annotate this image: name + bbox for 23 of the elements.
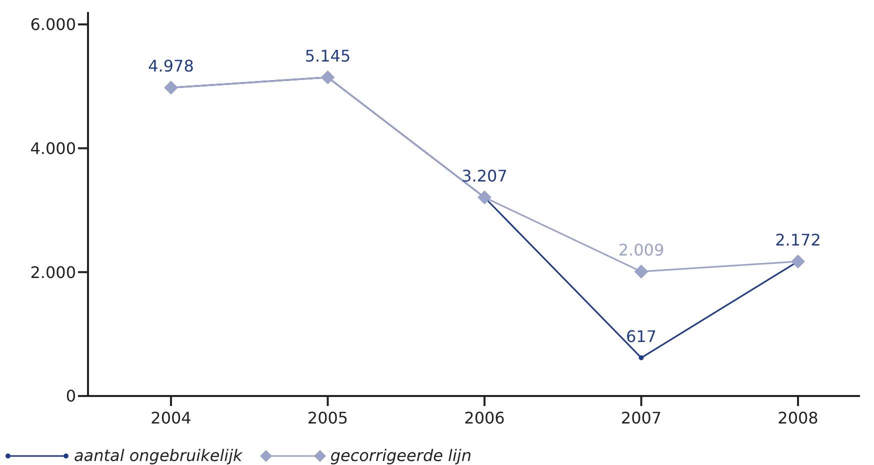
x-tick-label: 2004 [150,408,192,428]
legend-label: gecorrigeerde lijn [330,446,472,465]
point [164,80,178,95]
data-label: 2.009 [618,240,664,260]
y-tick-label: 2.000 [30,262,76,282]
y-tick-label: 0 [66,386,76,406]
data-label: 2.172 [775,230,821,250]
legend-label: aantal ongebruikelijk [74,446,242,465]
data-label: 4.978 [148,56,194,76]
x-tick-label: 2005 [307,408,348,428]
data-label: 3.207 [462,166,508,186]
x-tick-label: 2007 [620,408,662,428]
y-tick-label: 4.000 [30,138,76,158]
data-label: 5.145 [304,46,351,66]
data-label: 617 [626,326,657,346]
point [320,70,335,84]
point [791,254,805,268]
x-tick-label: 2008 [778,408,818,428]
point [634,264,648,279]
x-tick-label: 2006 [464,408,505,428]
y-tick-label: 6.000 [30,15,76,34]
point [638,355,644,360]
point [478,190,492,204]
